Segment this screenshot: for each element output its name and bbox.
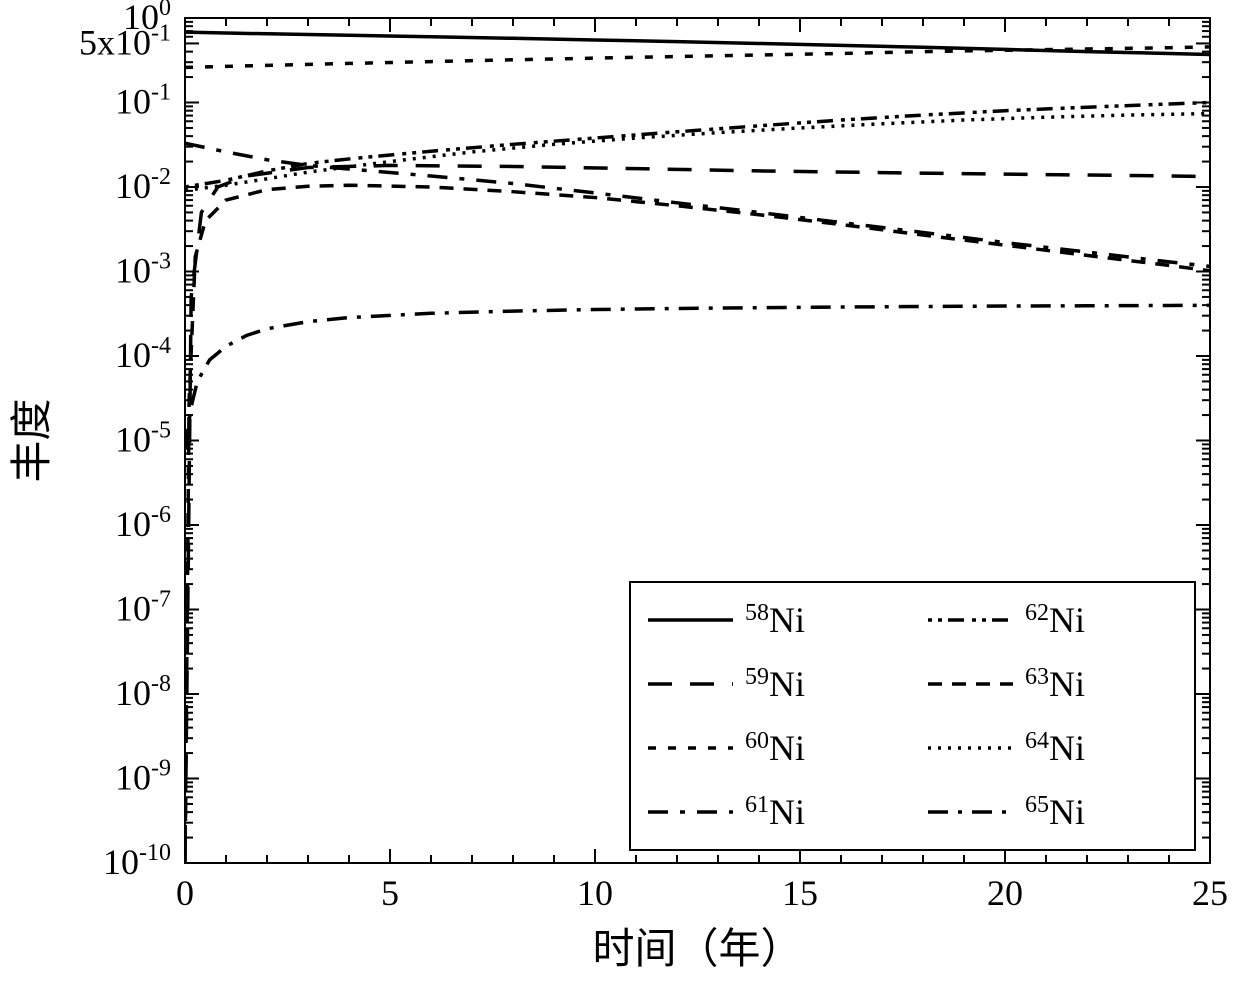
xtick-label: 20 (987, 873, 1023, 913)
chart-svg: 051015202510-1010-910-810-710-610-510-41… (0, 0, 1240, 985)
xtick-label: 15 (782, 873, 818, 913)
legend-box (630, 582, 1195, 850)
xtick-label: 0 (176, 873, 194, 913)
xtick-label: 5 (381, 873, 399, 913)
abundance-chart: 051015202510-1010-910-810-710-610-510-41… (0, 0, 1240, 985)
x-axis-label: 时间（年） (592, 926, 802, 973)
xtick-label: 10 (577, 873, 613, 913)
xtick-label: 25 (1192, 873, 1228, 913)
y-axis-label: 丰度 (10, 398, 56, 482)
